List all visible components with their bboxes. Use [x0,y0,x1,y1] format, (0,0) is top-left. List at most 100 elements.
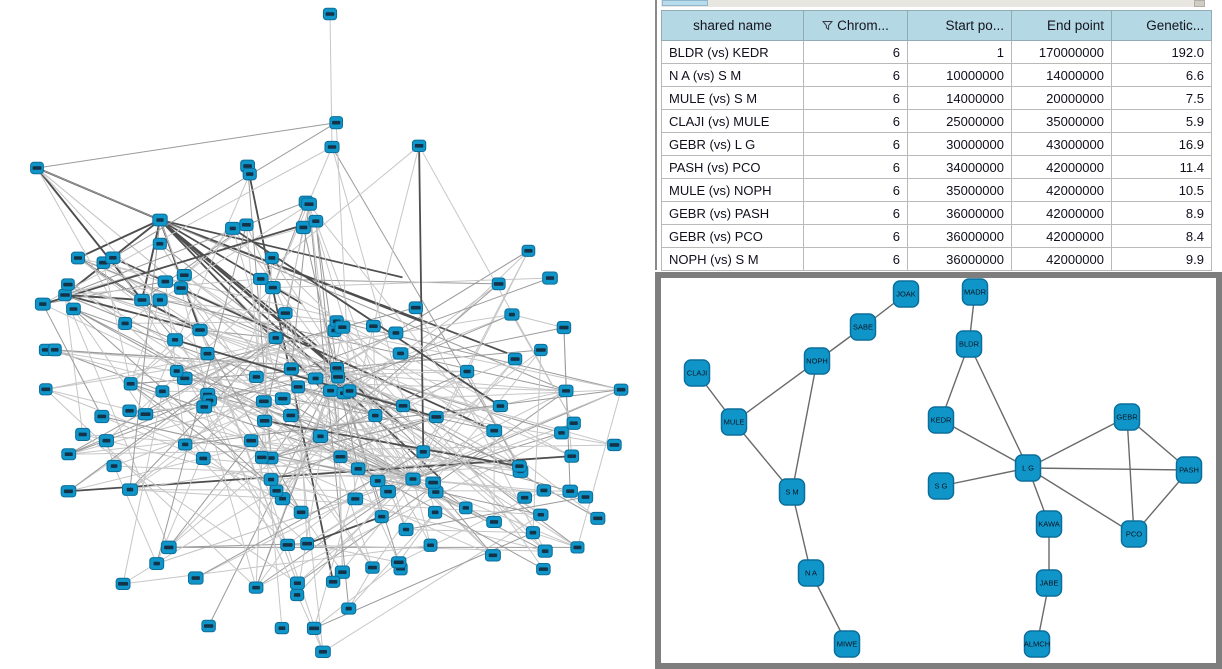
network-node[interactable] [278,307,293,320]
network-node[interactable] [264,251,279,265]
table-cell[interactable]: 43000000 [1011,132,1112,156]
table-row[interactable]: PASH (vs) PCO 6 34000000 42000000 11.4 [661,155,1212,179]
network-node[interactable] [536,484,552,497]
network-node[interactable] [341,602,357,615]
network-node[interactable] [94,409,110,424]
network-node[interactable] [134,293,150,307]
network-edge[interactable] [1027,467,1190,471]
network-node[interactable] [570,541,585,554]
network-node[interactable] [174,281,189,295]
network-edge[interactable] [1027,467,1135,535]
network-node[interactable] [75,427,91,442]
network-node[interactable] [331,370,345,384]
network-node[interactable] [263,473,279,486]
network-node[interactable] [366,319,381,333]
network-node[interactable] [405,472,421,486]
table-cell[interactable]: 34000000 [907,155,1012,179]
table-row[interactable]: MULE (vs) NOPH 6 35000000 42000000 10.5 [661,178,1212,202]
table-cell[interactable]: CLAJI (vs) MULE [661,109,804,133]
table-cell[interactable]: 170000000 [1011,40,1112,64]
table-cell[interactable]: 6.6 [1111,63,1212,87]
network-node[interactable]: GEBR [1113,403,1141,431]
network-node[interactable] [365,561,380,574]
network-node[interactable] [248,370,264,384]
network-node[interactable] [176,269,192,282]
table-row[interactable]: BLDR (vs) KEDR 6 1 170000000 192.0 [661,40,1212,64]
network-node[interactable] [556,321,572,335]
network-node[interactable] [115,577,131,590]
network-node[interactable] [380,484,396,499]
table-row[interactable]: GEBR (vs) L G 6 30000000 43000000 16.9 [661,132,1212,156]
network-node[interactable] [30,161,44,175]
network-edge[interactable] [940,419,1029,469]
network-node[interactable]: PCO [1120,520,1148,548]
network-node[interactable] [121,483,138,496]
network-node[interactable] [123,377,138,391]
network-node[interactable] [239,218,254,232]
network-edge[interactable] [791,360,818,493]
network-node[interactable] [295,220,311,235]
table-cell[interactable]: MULE (vs) S M [661,86,804,110]
table-cell[interactable]: 14000000 [907,86,1012,110]
network-node[interactable] [255,395,272,408]
network-node[interactable] [486,515,502,529]
network-node[interactable]: MIWE [833,630,861,658]
table-cell[interactable]: BLDR (vs) KEDR [661,40,804,64]
network-node[interactable]: CLAJI [683,359,711,387]
network-node[interactable] [558,384,574,398]
network-node[interactable] [329,116,344,130]
table-cell[interactable]: 10000000 [907,63,1012,87]
table-cell[interactable]: 10.5 [1111,178,1212,202]
table-cell[interactable]: 6 [803,40,908,64]
subnetwork-canvas[interactable]: JOAK SABE NOPH CLAJI MULE S M N A MIWE MADR BLDR K… [661,278,1216,663]
network-node[interactable] [60,485,77,498]
network-node[interactable] [155,385,170,398]
table-cell[interactable]: 11.4 [1111,155,1212,179]
network-node[interactable]: S M [778,478,806,506]
network-node[interactable] [200,346,215,361]
network-node[interactable] [280,538,295,552]
column-header-3[interactable]: End point [1011,10,1112,41]
table-cell[interactable]: 36000000 [907,247,1012,271]
table-row[interactable]: MULE (vs) S M 6 14000000 20000000 7.5 [661,86,1212,110]
network-node[interactable] [521,244,536,257]
network-node[interactable] [47,343,62,357]
network-node[interactable] [61,448,77,461]
network-node[interactable] [315,645,331,659]
network-node[interactable] [306,621,322,635]
table-cell[interactable]: 16.9 [1111,132,1212,156]
table-cell[interactable]: 6 [803,247,908,271]
column-header-1[interactable]: Chrom... [803,10,908,41]
network-node[interactable] [325,575,341,588]
network-node[interactable] [225,221,241,235]
network-node[interactable] [322,7,338,21]
network-node[interactable]: KEDR [927,406,955,434]
table-cell[interactable]: 6 [803,132,908,156]
network-node[interactable] [398,522,414,537]
network-node[interactable] [152,213,168,227]
network-node[interactable] [195,451,211,465]
network-node[interactable] [486,424,503,438]
network-node[interactable] [289,576,305,590]
network-node[interactable] [283,362,299,376]
network-node[interactable] [416,445,431,459]
network-node[interactable]: NOPH [803,347,831,375]
network-node[interactable] [491,277,506,291]
table-cell[interactable]: 6 [803,109,908,133]
network-node[interactable] [396,399,411,413]
network-node[interactable] [244,434,259,448]
table-row[interactable]: GEBR (vs) PASH 6 36000000 42000000 8.9 [661,201,1212,225]
network-node[interactable] [484,549,501,562]
network-node[interactable] [577,490,594,504]
network-node[interactable] [61,278,75,291]
network-node[interactable] [308,214,324,228]
network-node[interactable] [160,540,177,555]
network-node[interactable] [564,449,580,463]
network-node[interactable] [118,316,133,330]
network-node[interactable] [66,302,81,316]
network-node[interactable] [607,438,622,452]
network-node[interactable] [425,476,441,489]
network-node[interactable] [423,538,438,552]
network-node[interactable]: JABE [1035,569,1063,597]
network-node[interactable] [105,251,121,265]
